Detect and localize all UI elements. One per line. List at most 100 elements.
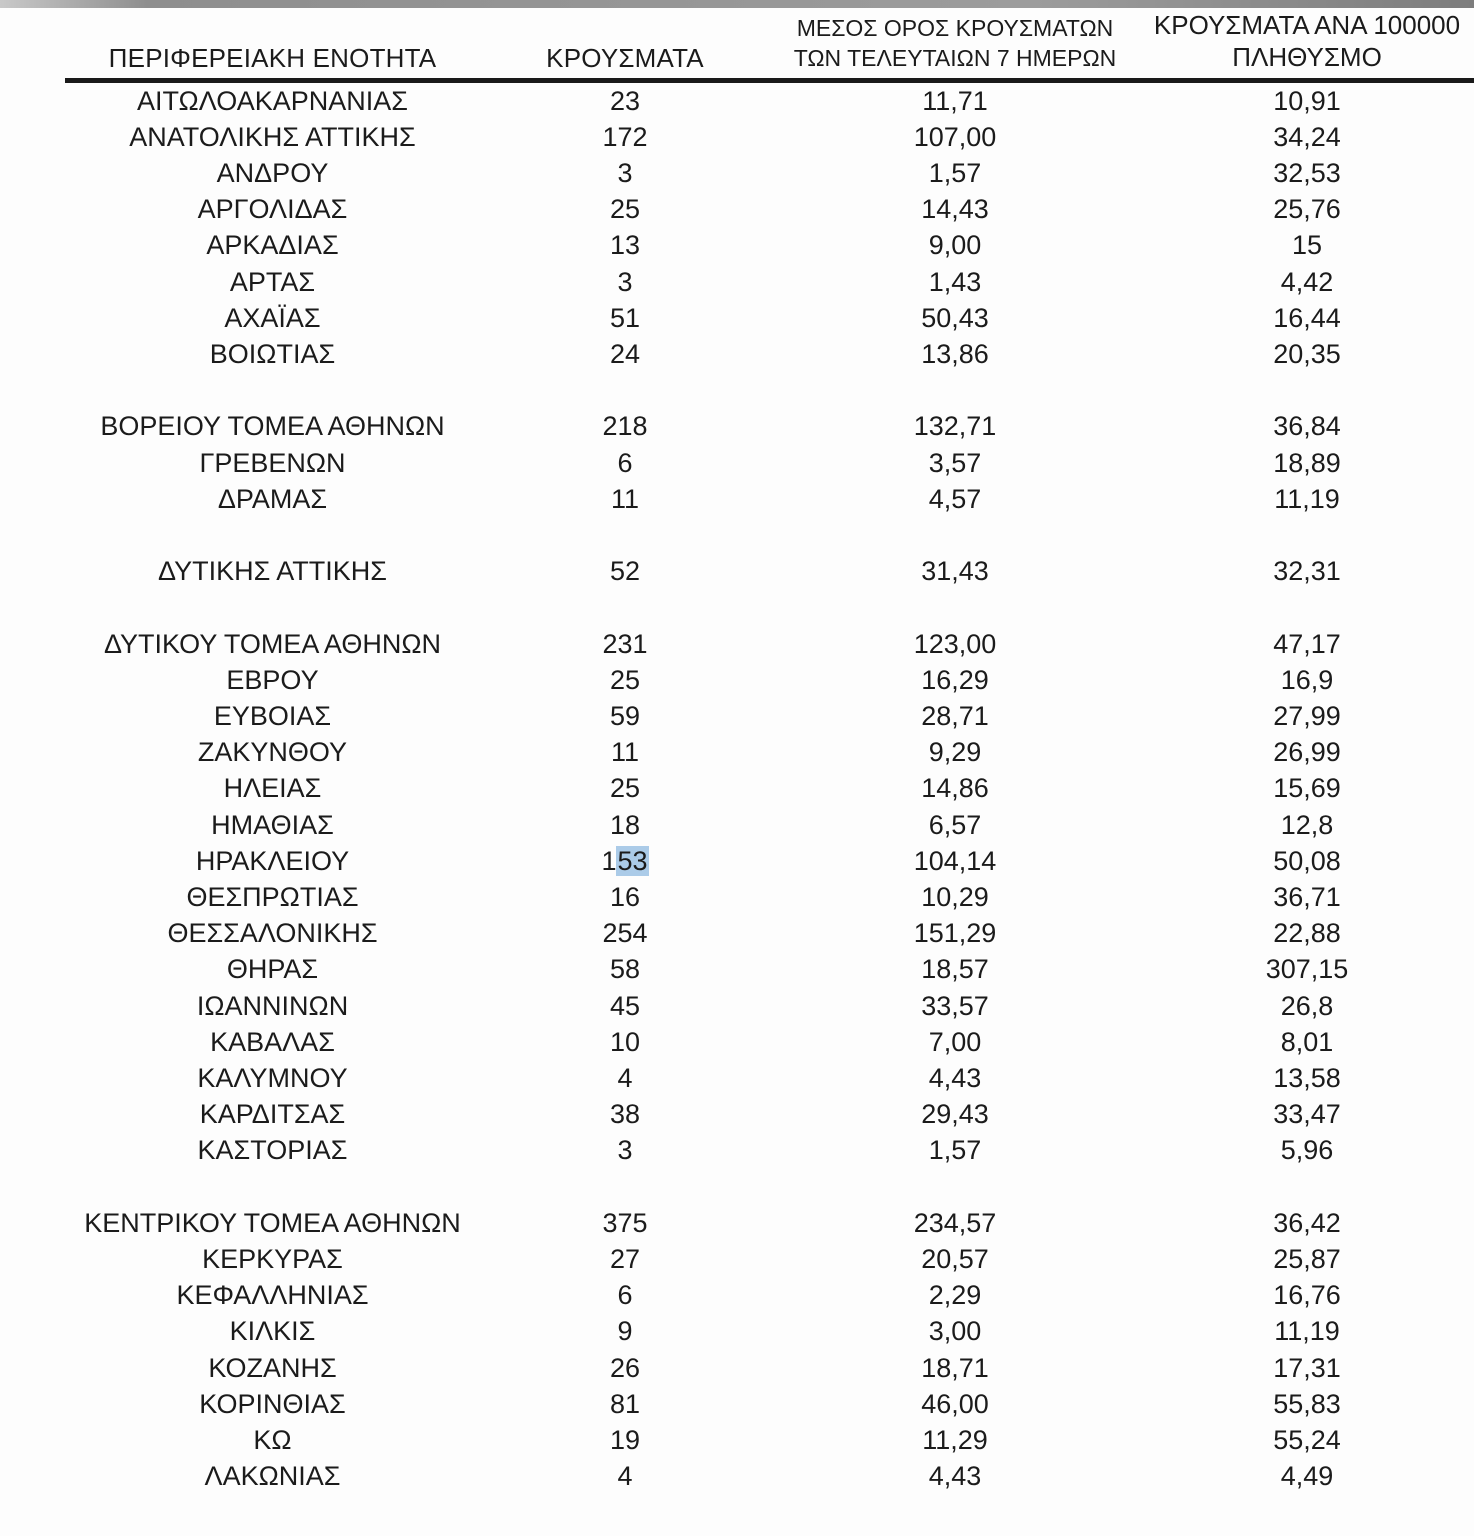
avg7-cell[interactable]: 107,00 <box>913 121 997 152</box>
cases-cell[interactable]: 4 <box>617 1461 633 1492</box>
region-cell[interactable]: ΓΡΕΒΕΝΩΝ <box>199 447 346 478</box>
avg7-cell[interactable]: 14,86 <box>921 773 989 804</box>
region-cell[interactable]: ΘΕΣΣΑΛΟΝΙΚΗΣ <box>167 918 378 949</box>
per100k-cell[interactable]: 15,69 <box>1273 773 1341 804</box>
per100k-cell[interactable]: 16,44 <box>1273 302 1341 333</box>
per100k-cell[interactable]: 36,84 <box>1273 411 1341 442</box>
cases-cell[interactable]: 11 <box>610 483 640 514</box>
cases-cell[interactable]: 9 <box>617 1316 633 1347</box>
region-cell[interactable]: ΑΡΤΑΣ <box>229 266 316 297</box>
region-cell[interactable]: ΖΑΚΥΝΘΟΥ <box>197 737 348 768</box>
avg7-cell[interactable]: 2,29 <box>928 1280 982 1311</box>
avg7-cell[interactable]: 50,43 <box>921 302 989 333</box>
cases-cell[interactable]: 218 <box>602 411 648 442</box>
cases-cell[interactable]: 23 <box>609 85 641 116</box>
per100k-cell[interactable]: 55,83 <box>1273 1388 1341 1419</box>
region-cell[interactable]: ΔΡΑΜΑΣ <box>217 483 328 514</box>
region-cell[interactable]: ΑΧΑΪΑΣ <box>224 302 321 333</box>
avg7-cell[interactable]: 3,00 <box>928 1316 982 1347</box>
avg7-cell[interactable]: 46,00 <box>921 1388 989 1419</box>
region-cell[interactable]: ΕΒΡΟΥ <box>226 664 319 695</box>
region-cell[interactable]: ΔΥΤΙΚΗΣ ΑΤΤΙΚΗΣ <box>158 556 387 587</box>
per100k-cell[interactable]: 25,87 <box>1273 1243 1341 1274</box>
per100k-cell[interactable]: 307,15 <box>1265 954 1349 985</box>
avg7-cell[interactable]: 29,43 <box>921 1099 989 1130</box>
cases-cell[interactable]: 3 <box>617 1135 633 1166</box>
region-cell[interactable]: ΛΑΚΩΝΙΑΣ <box>204 1461 341 1492</box>
region-cell[interactable]: ΒΟΙΩΤΙΑΣ <box>209 338 336 369</box>
cases-cell[interactable]: 13 <box>609 230 641 261</box>
cases-cell[interactable]: 25 <box>609 194 641 225</box>
per100k-cell[interactable]: 36,42 <box>1273 1207 1341 1238</box>
per100k-cell[interactable]: 16,9 <box>1280 664 1334 695</box>
per100k-cell[interactable]: 15 <box>1291 230 1323 261</box>
avg7-cell[interactable]: 4,57 <box>928 483 982 514</box>
avg7-cell[interactable]: 1,57 <box>928 1135 982 1166</box>
per100k-cell[interactable]: 10,91 <box>1273 85 1341 116</box>
region-cell[interactable]: ΘΕΣΠΡΩΤΙΑΣ <box>186 881 359 912</box>
avg7-cell[interactable]: 11,29 <box>922 1424 988 1455</box>
region-cell[interactable]: ΚΑΡΔΙΤΣΑΣ <box>199 1099 346 1130</box>
cases-cell[interactable]: 6 <box>617 447 633 478</box>
per100k-cell[interactable]: 55,24 <box>1273 1424 1341 1455</box>
region-cell[interactable]: ΘΗΡΑΣ <box>226 954 319 985</box>
per100k-cell[interactable]: 18,89 <box>1273 447 1341 478</box>
per100k-cell[interactable]: 4,49 <box>1280 1461 1334 1492</box>
avg7-cell[interactable]: 13,86 <box>921 338 989 369</box>
cases-cell[interactable]: 10 <box>609 1026 641 1057</box>
cases-cell[interactable]: 153 <box>480 843 770 879</box>
cases-cell[interactable]: 16 <box>609 881 641 912</box>
per100k-cell[interactable]: 5,96 <box>1280 1135 1334 1166</box>
region-cell[interactable]: ΚΙΛΚΙΣ <box>229 1316 316 1347</box>
avg7-cell[interactable]: 14,43 <box>921 194 989 225</box>
cases-cell[interactable]: 254 <box>602 918 648 949</box>
region-cell[interactable]: ΚΕΡΚΥΡΑΣ <box>202 1243 343 1274</box>
region-cell[interactable]: ΑΝΑΤΟΛΙΚΗΣ ΑΤΤΙΚΗΣ <box>129 121 416 152</box>
region-cell[interactable]: ΗΛΕΙΑΣ <box>223 773 322 804</box>
avg7-cell[interactable]: 123,00 <box>913 628 997 659</box>
avg7-cell[interactable]: 31,43 <box>921 556 989 587</box>
cases-cell[interactable]: 45 <box>609 990 641 1021</box>
per100k-cell[interactable]: 16,76 <box>1273 1280 1341 1311</box>
per100k-cell[interactable]: 36,71 <box>1273 881 1341 912</box>
avg7-cell[interactable]: 10,29 <box>921 881 989 912</box>
region-cell[interactable]: ΑΡΓΟΛΙΔΑΣ <box>197 194 348 225</box>
avg7-cell[interactable]: 18,71 <box>921 1352 989 1383</box>
region-cell[interactable]: ΚΕΝΤΡΙΚΟΥ ΤΟΜΕΑ ΑΘΗΝΩΝ <box>84 1207 461 1238</box>
cases-cell[interactable]: 24 <box>609 338 641 369</box>
cases-cell[interactable]: 26 <box>609 1352 641 1383</box>
region-cell[interactable]: ΙΩΑΝΝΙΝΩΝ <box>196 990 349 1021</box>
per100k-cell[interactable]: 22,88 <box>1273 918 1341 949</box>
avg7-cell[interactable]: 9,00 <box>928 230 982 261</box>
per100k-cell[interactable]: 34,24 <box>1273 121 1341 152</box>
per100k-cell[interactable]: 47,17 <box>1273 628 1341 659</box>
per100k-cell[interactable]: 27,99 <box>1273 700 1341 731</box>
cases-cell[interactable]: 4 <box>617 1062 633 1093</box>
per100k-cell[interactable]: 32,53 <box>1273 157 1341 188</box>
cases-cell[interactable]: 25 <box>609 664 641 695</box>
avg7-cell[interactable]: 28,71 <box>921 700 989 731</box>
avg7-cell[interactable]: 6,57 <box>928 809 982 840</box>
region-cell[interactable]: ΗΜΑΘΙΑΣ <box>211 809 334 840</box>
cases-cell[interactable]: 3 <box>617 157 633 188</box>
per100k-cell[interactable]: 11,19 <box>1274 483 1340 514</box>
cases-cell[interactable]: 11 <box>610 737 640 768</box>
avg7-cell[interactable]: 151,29 <box>913 918 997 949</box>
region-cell[interactable]: ΚΕΦΑΛΛΗΝΙΑΣ <box>176 1280 369 1311</box>
per100k-cell[interactable]: 13,58 <box>1273 1062 1341 1093</box>
region-cell[interactable]: ΑΡΚΑΔΙΑΣ <box>206 230 339 261</box>
per100k-cell[interactable]: 12,8 <box>1280 809 1334 840</box>
region-cell[interactable]: ΚΟΖΑΝΗΣ <box>208 1352 337 1383</box>
cases-cell[interactable]: 38 <box>609 1099 641 1130</box>
cases-cell[interactable]: 172 <box>602 121 648 152</box>
avg7-cell[interactable]: 132,71 <box>913 411 997 442</box>
avg7-cell[interactable]: 4,43 <box>928 1062 982 1093</box>
cases-cell[interactable]: 3 <box>617 266 633 297</box>
region-cell[interactable]: ΕΥΒΟΙΑΣ <box>213 700 332 731</box>
region-cell[interactable]: ΔΥΤΙΚΟΥ ΤΟΜΕΑ ΑΘΗΝΩΝ <box>103 628 442 659</box>
region-cell[interactable]: ΚΩ <box>253 1424 292 1455</box>
cases-cell[interactable]: 18 <box>609 809 641 840</box>
cases-cell[interactable]: 51 <box>609 302 641 333</box>
avg7-cell[interactable]: 234,57 <box>913 1207 997 1238</box>
per100k-cell[interactable]: 4,42 <box>1280 266 1334 297</box>
